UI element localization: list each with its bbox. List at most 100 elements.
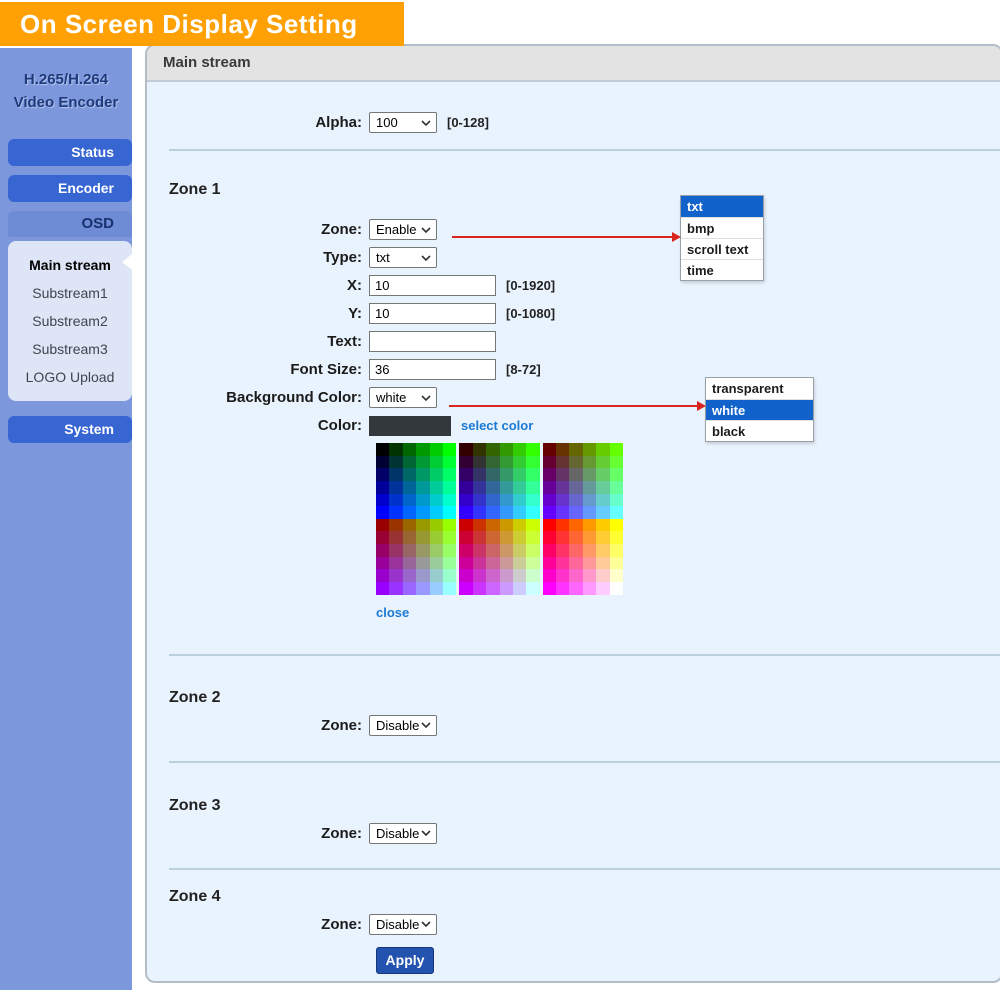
palette-swatch[interactable] [609,468,624,481]
palette-swatch[interactable] [459,506,473,519]
palette-swatch[interactable] [472,544,487,557]
zone1-font-size-input[interactable] [369,359,496,380]
palette-swatch[interactable] [526,531,540,545]
palette-swatch[interactable] [429,455,443,469]
palette-swatch[interactable] [429,556,443,570]
palette-swatch[interactable] [486,531,500,545]
palette-swatch[interactable] [609,493,624,507]
palette-swatch[interactable] [442,531,457,545]
palette-swatch[interactable] [596,518,610,532]
palette-swatch[interactable] [472,480,487,494]
select-color-link[interactable]: select color [461,418,534,433]
palette-swatch[interactable] [459,582,473,595]
palette-swatch[interactable] [389,480,403,494]
zone1-x-input[interactable] [369,275,496,296]
palette-swatch[interactable] [486,518,500,532]
type-option-time[interactable]: time [681,259,763,280]
palette-swatch[interactable] [486,556,500,570]
palette-swatch[interactable] [569,506,583,519]
palette-swatch[interactable] [569,569,583,583]
palette-swatch[interactable] [429,443,443,456]
palette-swatch[interactable] [429,468,443,481]
palette-swatch[interactable] [499,443,513,456]
palette-swatch[interactable] [472,493,487,507]
palette-swatch[interactable] [486,468,500,481]
palette-swatch[interactable] [542,480,557,494]
apply-button[interactable]: Apply [376,946,434,974]
palette-swatch[interactable] [526,569,540,583]
palette-swatch[interactable] [499,544,513,557]
submenu-item-main-stream[interactable]: Main stream [29,257,111,273]
type-option-bmp[interactable]: bmp [681,217,763,238]
sidebar-item-status[interactable]: Status [8,139,132,166]
palette-swatch[interactable] [402,506,417,519]
palette-swatch[interactable] [376,506,390,519]
palette-swatch[interactable] [376,443,390,456]
zone1-text-input[interactable] [369,331,496,352]
palette-swatch[interactable] [596,556,610,570]
palette-swatch[interactable] [389,468,403,481]
palette-swatch[interactable] [526,544,540,557]
palette-swatch[interactable] [569,493,583,507]
palette-swatch[interactable] [526,443,540,456]
palette-swatch[interactable] [459,455,473,469]
palette-swatch[interactable] [376,556,390,570]
palette-swatch[interactable] [556,556,570,570]
palette-swatch[interactable] [499,455,513,469]
palette-swatch[interactable] [556,531,570,545]
palette-swatch[interactable] [609,531,624,545]
palette-swatch[interactable] [582,544,597,557]
palette-swatch[interactable] [556,544,570,557]
palette-swatch[interactable] [526,468,540,481]
palette-swatch[interactable] [402,518,417,532]
palette-swatch[interactable] [442,518,457,532]
palette-swatch[interactable] [609,582,624,595]
zone4-zone-select[interactable]: Disable [369,913,437,935]
palette-swatch[interactable] [542,531,557,545]
palette-swatch[interactable] [442,468,457,481]
palette-swatch[interactable] [499,506,513,519]
palette-swatch[interactable] [582,493,597,507]
palette-swatch[interactable] [609,480,624,494]
palette-swatch[interactable] [512,569,527,583]
palette-swatch[interactable] [472,455,487,469]
palette-swatch[interactable] [389,544,403,557]
zone1-y-input[interactable] [369,303,496,324]
palette-swatch[interactable] [459,544,473,557]
palette-swatch[interactable] [556,506,570,519]
palette-swatch[interactable] [402,468,417,481]
palette-swatch[interactable] [402,480,417,494]
palette-swatch[interactable] [596,468,610,481]
palette-swatch[interactable] [416,493,430,507]
palette-swatch[interactable] [596,455,610,469]
submenu-item-substream1[interactable]: Substream1 [32,285,108,301]
palette-swatch[interactable] [512,506,527,519]
palette-swatch[interactable] [609,556,624,570]
palette-swatch[interactable] [556,443,570,456]
background-option-black[interactable]: black [706,420,813,441]
palette-swatch[interactable] [556,480,570,494]
palette-swatch[interactable] [472,531,487,545]
palette-swatch[interactable] [556,455,570,469]
palette-swatch[interactable] [472,468,487,481]
palette-swatch[interactable] [582,480,597,494]
palette-swatch[interactable] [416,556,430,570]
palette-swatch[interactable] [499,531,513,545]
palette-swatch[interactable] [429,582,443,595]
palette-swatch[interactable] [472,518,487,532]
palette-swatch[interactable] [486,493,500,507]
palette-swatch[interactable] [389,506,403,519]
palette-swatch[interactable] [609,569,624,583]
palette-swatch[interactable] [429,531,443,545]
palette-swatch[interactable] [416,468,430,481]
palette-swatch[interactable] [442,569,457,583]
palette-swatch[interactable] [472,582,487,595]
palette-swatch[interactable] [569,531,583,545]
palette-swatch[interactable] [596,569,610,583]
palette-swatch[interactable] [402,556,417,570]
palette-swatch[interactable] [442,443,457,456]
palette-swatch[interactable] [526,506,540,519]
palette-swatch[interactable] [512,518,527,532]
palette-swatch[interactable] [569,582,583,595]
palette-swatch[interactable] [556,493,570,507]
